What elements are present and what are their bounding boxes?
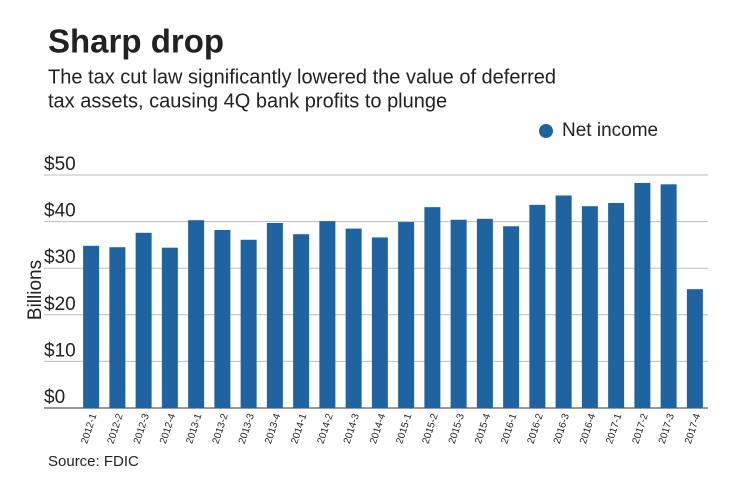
bar: [660, 184, 677, 408]
bar: [503, 226, 520, 408]
x-tick-label: 2013-1: [184, 412, 204, 445]
source: Source: FDIC: [48, 453, 139, 470]
bar: [529, 204, 546, 408]
y-tick-label: $40: [44, 201, 76, 222]
x-tick-label: 2014-3: [342, 412, 362, 445]
x-tick-label: 2017-4: [683, 412, 703, 445]
x-tick-label: 2015-4: [473, 412, 493, 445]
bar: [634, 182, 651, 408]
chart-subtitle: The tax cut law significantly lowered th…: [48, 66, 556, 88]
bar: [319, 221, 336, 408]
x-tick-label: 2014-2: [316, 412, 336, 445]
y-axis-label: Billions: [25, 260, 46, 320]
bar: [109, 247, 126, 408]
y-tick-label: $30: [44, 247, 76, 268]
x-tick-label: 2015-1: [394, 412, 414, 445]
x-tick-label: 2017-3: [657, 412, 677, 445]
bar: [266, 222, 283, 408]
bar: [476, 218, 493, 408]
y-tick-label: $50: [44, 154, 76, 175]
bar: [608, 202, 625, 408]
x-tick-label: 2016-1: [499, 412, 519, 445]
x-tick-label: 2012-4: [158, 412, 178, 445]
x-tick-label: 2013-4: [263, 412, 283, 445]
x-tick-label: 2012-2: [106, 412, 126, 445]
x-tick-label: 2017-2: [631, 412, 651, 445]
legend-marker: [539, 124, 553, 138]
x-tick-label: 2016-3: [552, 412, 572, 445]
x-tick-label: 2015-2: [421, 412, 441, 445]
bar: [188, 220, 205, 408]
chart-subtitle: tax assets, causing 4Q bank profits to p…: [48, 90, 447, 112]
y-tick-label: $10: [44, 340, 76, 361]
bar: [135, 232, 152, 408]
bar: [450, 219, 467, 408]
x-tick-label: 2017-1: [604, 412, 624, 445]
bar: [424, 207, 441, 408]
bar: [398, 222, 415, 408]
bar: [686, 289, 703, 408]
bar: [240, 239, 257, 408]
bar: [371, 237, 388, 408]
bar: [214, 229, 231, 408]
bar: [345, 228, 362, 408]
x-tick-label: 2012-1: [79, 412, 99, 445]
bar: [555, 195, 572, 408]
bar: [293, 234, 310, 408]
legend-label: Net income: [562, 120, 658, 141]
x-tick-label: 2012-3: [132, 412, 152, 445]
bar: [581, 206, 598, 408]
x-tick-label: 2014-1: [289, 412, 309, 445]
y-tick-label: $0: [44, 387, 65, 408]
y-tick-label: $20: [44, 294, 76, 315]
bar: [83, 245, 100, 408]
bar: [161, 247, 178, 408]
x-tick-label: 2014-4: [368, 412, 388, 445]
x-tick-label: 2015-3: [447, 412, 467, 445]
x-tick-label: 2013-2: [211, 412, 231, 445]
x-tick-label: 2016-4: [578, 412, 598, 445]
chart-title: Sharp drop: [48, 23, 224, 60]
x-tick-label: 2013-3: [237, 412, 257, 445]
x-tick-label: 2016-2: [526, 412, 546, 445]
